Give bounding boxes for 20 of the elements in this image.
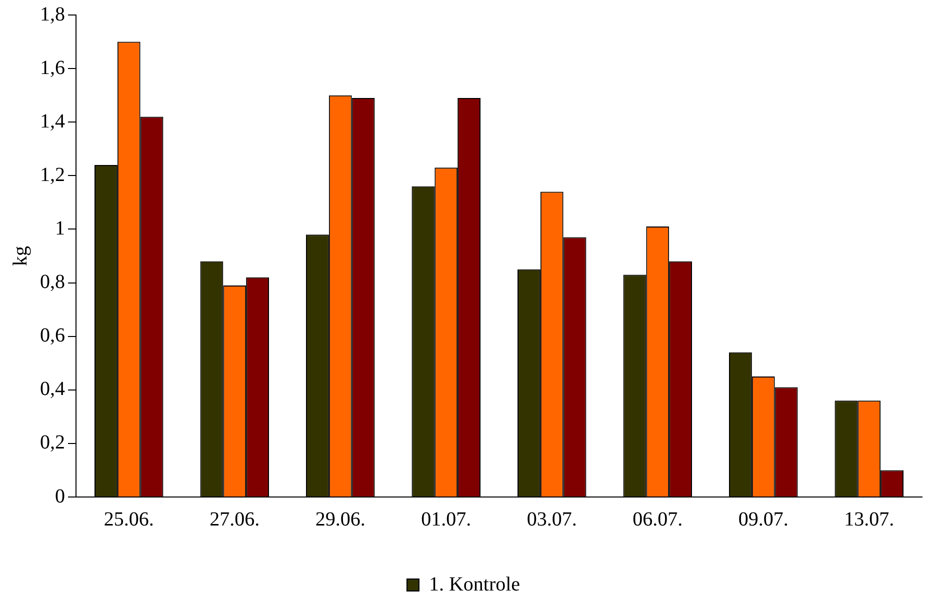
y-tick-label: 1,2: [40, 164, 65, 186]
x-tick-label: 01.07.: [421, 508, 472, 530]
legend-label: 1. Kontrole: [428, 573, 520, 596]
y-tick-label: 0,2: [40, 432, 65, 454]
x-tick-label: 25.06.: [104, 508, 154, 530]
x-tick-label: 03.07.: [526, 508, 577, 530]
y-tick-label: 0,4: [40, 378, 65, 400]
y-tick-label: 1,4: [40, 110, 65, 132]
y-tick-label: 1,8: [40, 3, 65, 26]
x-tick-label: 09.07.: [738, 508, 788, 530]
y-tick-label: 0,8: [40, 271, 65, 294]
y-tick-label: 0,6: [40, 324, 65, 347]
x-tick-label: 06.07.: [632, 508, 683, 530]
x-tick-label: 27.06.: [210, 508, 260, 530]
y-tick-label: 1,6: [40, 56, 65, 79]
y-tick-label: 0: [55, 485, 65, 508]
y-tick-label: 1: [55, 217, 65, 240]
y-axis-title: kg: [9, 246, 32, 266]
x-tick-label: 29.06.: [315, 508, 366, 530]
x-tick-label: 13.07.: [844, 508, 894, 530]
